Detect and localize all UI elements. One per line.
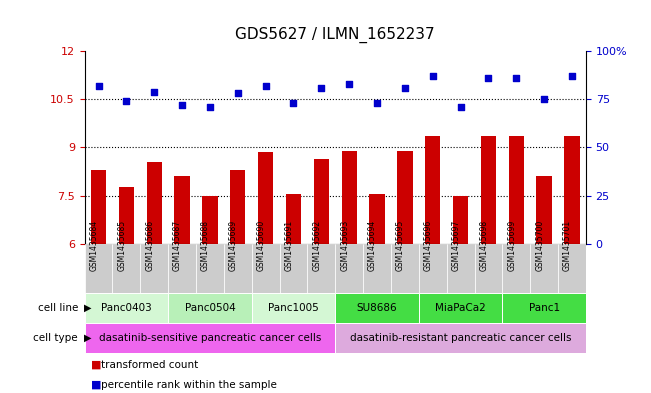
Point bbox=[177, 102, 187, 108]
Bar bbox=[224, 244, 252, 293]
Text: GSM1435696: GSM1435696 bbox=[424, 220, 433, 271]
Bar bbox=[118, 187, 134, 244]
Text: Panc1005: Panc1005 bbox=[268, 303, 319, 313]
Text: GSM1435689: GSM1435689 bbox=[229, 220, 238, 271]
Text: GSM1435698: GSM1435698 bbox=[479, 220, 488, 271]
Point bbox=[372, 100, 382, 106]
Text: transformed count: transformed count bbox=[101, 360, 198, 370]
Text: Panc1: Panc1 bbox=[529, 303, 560, 313]
Bar bbox=[252, 293, 335, 323]
Bar bbox=[342, 151, 357, 244]
Bar bbox=[230, 170, 245, 244]
Bar bbox=[453, 195, 468, 244]
Point bbox=[93, 83, 104, 89]
Text: dasatinib-sensitive pancreatic cancer cells: dasatinib-sensitive pancreatic cancer ce… bbox=[99, 333, 321, 343]
Text: percentile rank within the sample: percentile rank within the sample bbox=[101, 380, 277, 390]
Text: GSM1435699: GSM1435699 bbox=[507, 220, 516, 271]
Bar bbox=[335, 323, 586, 353]
Text: cell type: cell type bbox=[33, 333, 78, 343]
Bar bbox=[314, 159, 329, 244]
Bar bbox=[369, 194, 385, 244]
Text: GSM1435700: GSM1435700 bbox=[535, 220, 544, 271]
Bar bbox=[91, 170, 106, 244]
Bar bbox=[335, 244, 363, 293]
Text: GSM1435692: GSM1435692 bbox=[312, 220, 322, 271]
Bar bbox=[85, 244, 113, 293]
Bar bbox=[564, 136, 579, 244]
Bar bbox=[536, 176, 552, 244]
Point bbox=[400, 84, 410, 91]
Bar bbox=[558, 244, 586, 293]
Bar bbox=[503, 244, 530, 293]
Bar bbox=[279, 244, 307, 293]
Text: GDS5627 / ILMN_1652237: GDS5627 / ILMN_1652237 bbox=[236, 27, 435, 43]
Bar bbox=[85, 293, 168, 323]
Text: GSM1435693: GSM1435693 bbox=[340, 220, 349, 271]
Bar bbox=[397, 151, 413, 244]
Bar bbox=[286, 194, 301, 244]
Bar bbox=[475, 244, 503, 293]
Text: ▶: ▶ bbox=[84, 333, 92, 343]
Bar bbox=[196, 244, 224, 293]
Bar bbox=[503, 293, 586, 323]
Text: ■: ■ bbox=[91, 380, 102, 390]
Text: ■: ■ bbox=[91, 360, 102, 370]
Bar bbox=[168, 293, 252, 323]
Text: GSM1435686: GSM1435686 bbox=[145, 220, 154, 271]
Text: dasatinib-resistant pancreatic cancer cells: dasatinib-resistant pancreatic cancer ce… bbox=[350, 333, 572, 343]
Bar bbox=[391, 244, 419, 293]
Point bbox=[232, 90, 243, 97]
Point bbox=[121, 98, 132, 104]
Text: GSM1435685: GSM1435685 bbox=[117, 220, 126, 271]
Point bbox=[149, 88, 159, 95]
Bar bbox=[419, 293, 503, 323]
Point bbox=[204, 104, 215, 110]
Text: Panc0403: Panc0403 bbox=[101, 303, 152, 313]
Point bbox=[260, 83, 271, 89]
Text: GSM1435690: GSM1435690 bbox=[256, 220, 266, 271]
Point bbox=[567, 73, 577, 79]
Bar bbox=[447, 244, 475, 293]
Text: GSM1435697: GSM1435697 bbox=[452, 220, 461, 271]
Text: GSM1435687: GSM1435687 bbox=[173, 220, 182, 271]
Bar bbox=[141, 244, 168, 293]
Point bbox=[344, 81, 354, 87]
Text: GSM1435695: GSM1435695 bbox=[396, 220, 405, 271]
Text: MiaPaCa2: MiaPaCa2 bbox=[436, 303, 486, 313]
Bar bbox=[335, 293, 419, 323]
Text: ▶: ▶ bbox=[84, 303, 92, 313]
Text: cell line: cell line bbox=[38, 303, 78, 313]
Text: GSM1435688: GSM1435688 bbox=[201, 220, 210, 271]
Point bbox=[511, 75, 521, 81]
Bar bbox=[419, 244, 447, 293]
Text: GSM1435684: GSM1435684 bbox=[90, 220, 98, 271]
Point bbox=[316, 84, 327, 91]
Bar bbox=[113, 244, 141, 293]
Point bbox=[288, 100, 299, 106]
Bar bbox=[202, 195, 217, 244]
Bar bbox=[307, 244, 335, 293]
Text: GSM1435691: GSM1435691 bbox=[284, 220, 294, 271]
Bar bbox=[168, 244, 196, 293]
Bar bbox=[174, 176, 189, 244]
Bar bbox=[481, 136, 496, 244]
Bar bbox=[363, 244, 391, 293]
Point bbox=[428, 73, 438, 79]
Text: SU8686: SU8686 bbox=[357, 303, 397, 313]
Bar bbox=[85, 323, 335, 353]
Bar bbox=[425, 136, 440, 244]
Bar bbox=[146, 162, 162, 244]
Text: Panc0504: Panc0504 bbox=[185, 303, 235, 313]
Bar bbox=[252, 244, 279, 293]
Bar bbox=[258, 152, 273, 244]
Point bbox=[483, 75, 493, 81]
Point bbox=[539, 96, 549, 102]
Bar bbox=[530, 244, 558, 293]
Point bbox=[456, 104, 466, 110]
Text: GSM1435701: GSM1435701 bbox=[563, 220, 572, 271]
Text: GSM1435694: GSM1435694 bbox=[368, 220, 377, 271]
Bar bbox=[508, 136, 524, 244]
